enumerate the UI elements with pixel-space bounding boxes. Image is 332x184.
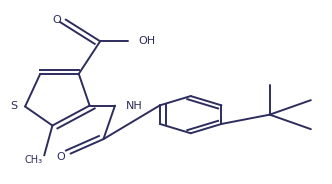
Text: OH: OH (138, 36, 155, 46)
Text: CH₃: CH₃ (25, 155, 42, 165)
Text: NH: NH (125, 101, 142, 111)
Text: O: O (52, 15, 61, 24)
Text: O: O (57, 152, 66, 162)
Text: S: S (11, 102, 18, 112)
